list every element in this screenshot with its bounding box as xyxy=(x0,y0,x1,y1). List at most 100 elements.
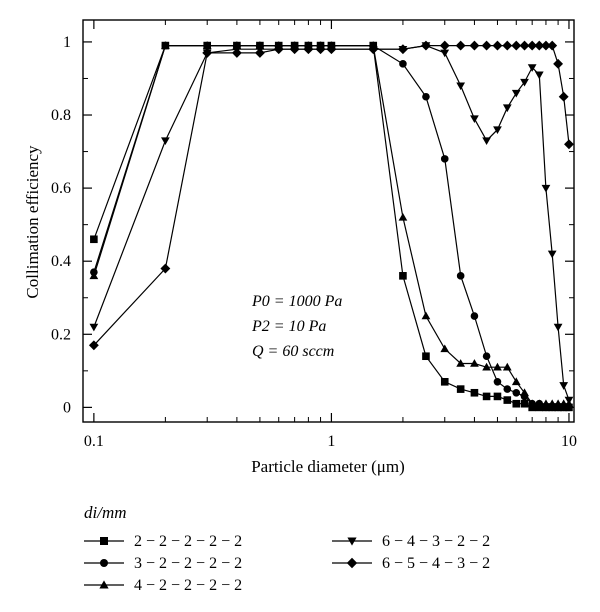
data-point xyxy=(273,44,284,55)
data-point xyxy=(559,382,569,390)
data-point xyxy=(527,64,537,72)
data-point xyxy=(469,40,480,51)
data-point xyxy=(503,385,512,393)
data-point xyxy=(547,40,558,51)
legend-label: 4 − 2 − 2 − 2 − 2 xyxy=(134,577,242,594)
data-point xyxy=(326,44,337,55)
legend-entry: 3 − 2 − 2 − 2 − 2 xyxy=(84,555,242,572)
data-point xyxy=(520,388,529,397)
annotation-line-flow-q: Q = 60 sccm xyxy=(252,343,334,360)
legend: 2 − 2 − 2 − 2 − 2 3 − 2 − 2 − 2 − 2 4 − 2 … xyxy=(84,533,490,594)
data-point xyxy=(88,340,99,351)
data-point xyxy=(553,58,564,69)
y-tick-label: 0.4 xyxy=(51,253,71,270)
data-point xyxy=(398,212,408,221)
data-point xyxy=(289,44,300,55)
y-tick-label: 0.8 xyxy=(51,107,71,124)
data-point xyxy=(421,40,431,51)
conditions-annotation: P0 = 1000 Pa P2 = 10 Pa Q = 60 sccm xyxy=(251,293,342,360)
data-point xyxy=(482,362,491,371)
series-line xyxy=(93,44,570,401)
x-axis-label: Particle diameter (μm) xyxy=(251,457,405,476)
annotation-line-pressure-p2: P2 = 10 Pa xyxy=(251,318,326,335)
legend-entry: 4 − 2 − 2 − 2 − 2 xyxy=(84,577,242,594)
data-point xyxy=(456,359,466,367)
data-point xyxy=(202,47,213,58)
legend-label: 3 − 2 − 2 − 2 − 2 xyxy=(134,555,242,572)
data-point xyxy=(481,40,492,51)
data-point xyxy=(440,378,449,386)
data-point xyxy=(482,352,491,361)
legend-marker xyxy=(346,557,358,569)
data-point xyxy=(397,44,408,55)
data-point xyxy=(512,399,521,408)
y-tick-label: 0.2 xyxy=(51,326,71,343)
data-point xyxy=(547,399,557,408)
data-point xyxy=(368,44,379,55)
data-point xyxy=(439,40,450,51)
data-point xyxy=(470,388,479,397)
legend-entry: 6 − 5 − 4 − 3 − 2 xyxy=(332,555,490,572)
annotation-line-pressure-p0: P0 = 1000 Pa xyxy=(251,293,342,310)
data-point xyxy=(520,399,529,408)
data-point xyxy=(440,155,449,163)
data-point xyxy=(564,139,574,150)
data-point xyxy=(90,235,98,244)
data-point xyxy=(440,49,450,58)
series-layer xyxy=(88,40,574,412)
data-point xyxy=(553,323,563,332)
data-point xyxy=(482,137,491,145)
plot-frame xyxy=(82,19,575,423)
data-point xyxy=(527,40,538,51)
legend-label: 6 − 4 − 3 − 2 − 2 xyxy=(382,533,490,550)
series-5 xyxy=(88,40,574,351)
data-point xyxy=(456,385,465,393)
legend-entry: 6 − 4 − 3 − 2 − 2 xyxy=(332,533,490,550)
data-point xyxy=(564,396,574,405)
legend-marker xyxy=(100,537,108,545)
data-point xyxy=(422,352,430,361)
x-tick-label: 10 xyxy=(561,433,577,450)
data-point xyxy=(456,272,465,280)
data-point xyxy=(315,44,326,55)
axis-ticks: 0.1 1 10 0 0.2 0.4 0.6 0.8 1 xyxy=(51,20,577,450)
legend-marker xyxy=(347,537,357,546)
data-point xyxy=(527,399,537,408)
data-point xyxy=(421,311,431,320)
legend-label: 6 − 5 − 4 − 3 − 2 xyxy=(382,555,490,572)
data-point xyxy=(422,92,430,101)
data-point xyxy=(502,362,512,371)
data-point xyxy=(511,40,522,51)
series-line xyxy=(93,44,569,405)
data-point xyxy=(470,115,479,124)
legend-marker xyxy=(100,559,108,567)
legend-title: di/mm xyxy=(84,503,127,522)
data-point xyxy=(455,40,466,51)
data-point xyxy=(202,41,212,49)
data-point xyxy=(399,60,407,68)
data-point xyxy=(503,396,512,404)
data-point xyxy=(502,40,513,51)
data-point xyxy=(456,82,466,91)
y-axis-label: Collimation efficiency xyxy=(23,145,42,299)
data-point xyxy=(254,47,265,58)
data-point xyxy=(303,44,314,55)
data-point xyxy=(534,71,544,80)
data-point xyxy=(470,359,479,367)
y-tick-label: 1 xyxy=(63,34,71,51)
legend-entry: 2 − 2 − 2 − 2 − 2 xyxy=(84,533,242,550)
x-tick-label: 1 xyxy=(327,433,335,450)
data-point xyxy=(502,104,512,113)
data-point xyxy=(440,344,450,353)
data-point xyxy=(541,399,551,408)
data-point xyxy=(493,362,502,371)
data-point xyxy=(547,250,557,259)
data-point xyxy=(541,40,551,51)
data-point xyxy=(493,378,502,386)
data-point xyxy=(534,40,545,51)
data-point xyxy=(493,392,502,401)
data-point xyxy=(511,89,521,98)
data-point xyxy=(492,40,503,51)
data-point xyxy=(482,392,491,401)
